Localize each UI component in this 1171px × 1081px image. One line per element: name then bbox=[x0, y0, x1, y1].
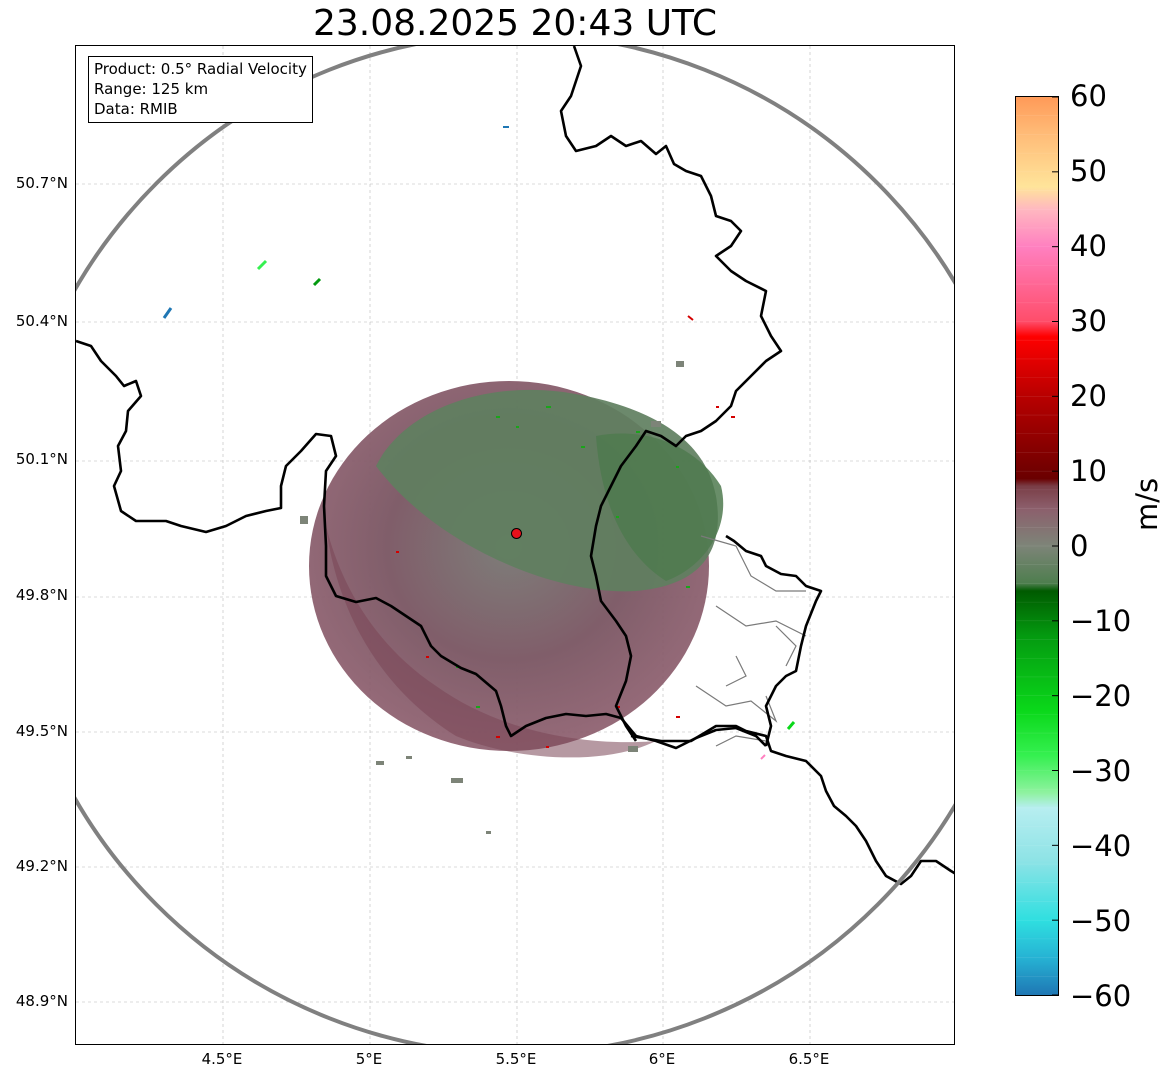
colorbar-tick: 40 bbox=[1070, 231, 1107, 261]
colorbar-tick: 60 bbox=[1070, 81, 1107, 111]
lat-tick-label: 50.1°N bbox=[0, 450, 68, 468]
data-source-label: Data: RMIB bbox=[94, 99, 307, 119]
product-info-box: Product: 0.5° Radial Velocity Range: 125… bbox=[88, 56, 313, 123]
map-canvas bbox=[76, 46, 955, 1045]
lon-tick-label: 5.5°E bbox=[476, 1050, 556, 1068]
lat-tick-label: 49.2°N bbox=[0, 857, 68, 875]
colorbar-unit-label: m/s bbox=[1130, 478, 1164, 531]
lat-tick-label: 49.8°N bbox=[0, 586, 68, 604]
radar-map[interactable] bbox=[75, 45, 955, 1045]
lon-tick-label: 6°E bbox=[622, 1050, 702, 1068]
colorbar-tick: 0 bbox=[1070, 531, 1088, 561]
colorbar-tick: −20 bbox=[1070, 681, 1131, 711]
map-title: 23.08.2025 20:43 UTC bbox=[75, 2, 955, 46]
velocity-colorbar bbox=[1015, 96, 1059, 996]
colorbar-tick: −30 bbox=[1070, 756, 1131, 786]
colorbar-tick: −50 bbox=[1070, 906, 1131, 936]
lon-tick-label: 6.5°E bbox=[769, 1050, 849, 1068]
product-label: Product: 0.5° Radial Velocity bbox=[94, 59, 307, 79]
regional-borders bbox=[696, 536, 806, 746]
colorbar-tick: −60 bbox=[1070, 981, 1131, 1011]
colorbar-tick: 30 bbox=[1070, 306, 1107, 336]
range-label: Range: 125 km bbox=[94, 79, 307, 99]
radar-echoes bbox=[164, 127, 794, 834]
colorbar-tick: 10 bbox=[1070, 456, 1107, 486]
colorbar-tick: −40 bbox=[1070, 831, 1131, 861]
lat-tick-label: 48.9°N bbox=[0, 992, 68, 1010]
lat-tick-label: 49.5°N bbox=[0, 722, 68, 740]
lat-tick-label: 50.4°N bbox=[0, 312, 68, 330]
lon-tick-label: 5°E bbox=[329, 1050, 409, 1068]
lon-tick-label: 4.5°E bbox=[182, 1050, 262, 1068]
colorbar-tick: 50 bbox=[1070, 156, 1107, 186]
colorbar-tick: 20 bbox=[1070, 381, 1107, 411]
colorbar-tick: −10 bbox=[1070, 606, 1131, 636]
lat-tick-label: 50.7°N bbox=[0, 174, 68, 192]
